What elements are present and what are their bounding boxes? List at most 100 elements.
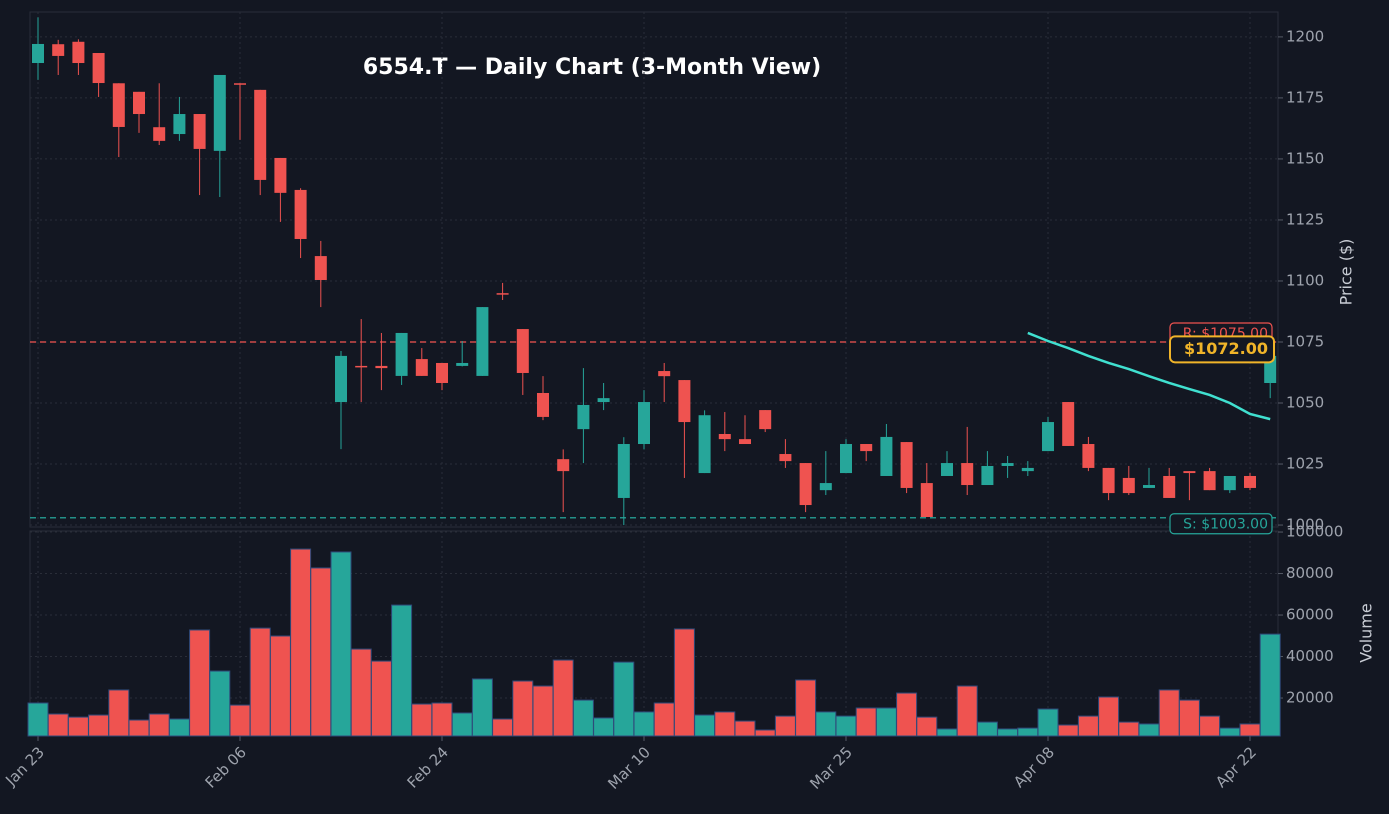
candle-body: [213, 74, 226, 151]
volume-bar: [350, 648, 372, 737]
candle-body: [436, 362, 448, 383]
volume-bar: [27, 702, 49, 737]
candle-body: [415, 359, 428, 376]
volume-bar: [1158, 689, 1180, 737]
candle-body: [718, 434, 731, 440]
volume-bar: [1138, 723, 1160, 737]
volume-bar: [411, 703, 433, 737]
volume-bar: [532, 685, 554, 737]
candle-body: [1001, 463, 1014, 466]
volume-bar: [431, 702, 453, 737]
candle-body: [32, 43, 44, 64]
volume-bar: [916, 716, 938, 737]
volume-bar: [875, 707, 897, 737]
candle-body: [941, 463, 953, 476]
volume-bar: [815, 711, 837, 737]
candle-body: [1062, 402, 1075, 446]
candle-body: [133, 91, 145, 115]
price-panel: [29, 11, 1279, 528]
volume-bar: [694, 714, 716, 737]
candle-body: [72, 41, 85, 64]
candle-body: [355, 365, 368, 368]
y-tick-label: 1100: [1286, 271, 1324, 289]
candle-body: [617, 444, 630, 498]
candle-body: [1042, 422, 1054, 452]
candle-body: [597, 398, 610, 403]
candle-body: [1143, 485, 1155, 488]
volume-bar: [108, 689, 130, 737]
y-tick-label: 1175: [1286, 88, 1324, 106]
volume-bar: [572, 699, 594, 737]
volume-tick-label: 40000: [1286, 647, 1334, 665]
volume-bar: [936, 728, 958, 737]
y-tick-label: 1025: [1286, 455, 1324, 473]
candle-body: [537, 393, 549, 417]
candle-body: [1163, 475, 1176, 498]
candle-body: [173, 114, 186, 135]
volume-bar: [835, 715, 857, 737]
candle-body: [234, 83, 246, 85]
support-label: S: $1003.00: [1183, 517, 1268, 533]
y-tick-label: 1050: [1286, 394, 1324, 412]
volume-bar: [310, 567, 332, 737]
volume-tick-label: 60000: [1286, 606, 1334, 624]
candle-body: [880, 436, 893, 476]
volume-bar: [1219, 727, 1241, 737]
volume-bar: [47, 713, 69, 737]
volume-bar: [855, 707, 877, 737]
candle-body: [153, 127, 166, 141]
candle-body: [112, 83, 125, 127]
volume-bar: [451, 712, 473, 737]
candle-body: [335, 355, 347, 403]
candle-body: [658, 371, 671, 377]
volume-bar: [1178, 699, 1200, 737]
candle-body: [1082, 444, 1095, 468]
volume-tick-label: 100000: [1286, 523, 1343, 541]
candle-body: [819, 483, 832, 491]
candle-body: [496, 293, 509, 295]
volume-tick-label: 20000: [1286, 689, 1334, 707]
volume-bar: [1098, 696, 1120, 737]
y-tick-label: 1125: [1286, 210, 1324, 228]
volume-bar: [512, 680, 534, 737]
volume-bar: [209, 670, 231, 737]
candle-body: [577, 404, 590, 430]
y-tick-label: 1200: [1286, 27, 1324, 45]
candle-body: [1244, 475, 1256, 488]
candle-body: [516, 329, 529, 373]
y-tick-label: 1075: [1286, 332, 1324, 350]
candle-body: [1102, 467, 1115, 494]
candle-body: [981, 465, 994, 486]
candle-body: [193, 114, 206, 149]
candle-body: [274, 157, 287, 193]
volume-bar: [330, 551, 352, 737]
candle-body: [395, 332, 408, 376]
candle-body: [799, 463, 812, 506]
candle-body: [314, 256, 327, 280]
volume-bar: [673, 628, 695, 737]
volume-bar: [67, 716, 89, 737]
candle-body: [557, 459, 570, 472]
volume-bar: [128, 719, 150, 737]
volume-bar: [956, 685, 978, 737]
candle-body: [1122, 477, 1135, 494]
candle-body: [92, 53, 105, 84]
volume-bar: [613, 661, 635, 737]
candle-body: [476, 307, 489, 376]
volume-tick-label: 80000: [1286, 564, 1334, 582]
volume-bar: [492, 718, 514, 737]
support-box: [1169, 513, 1273, 535]
volume-bar: [754, 729, 776, 737]
volume-bar: [148, 713, 170, 737]
candle-body: [900, 442, 913, 488]
candle-body: [759, 410, 772, 430]
candle-body: [961, 463, 974, 486]
volume-bar: [734, 720, 756, 737]
volume-bar: [1077, 715, 1099, 737]
volume-bar: [795, 679, 817, 737]
y-tick-label: 1150: [1286, 149, 1324, 167]
volume-bar: [997, 728, 1019, 737]
candle-body: [779, 454, 792, 462]
volume-bar: [714, 711, 736, 737]
